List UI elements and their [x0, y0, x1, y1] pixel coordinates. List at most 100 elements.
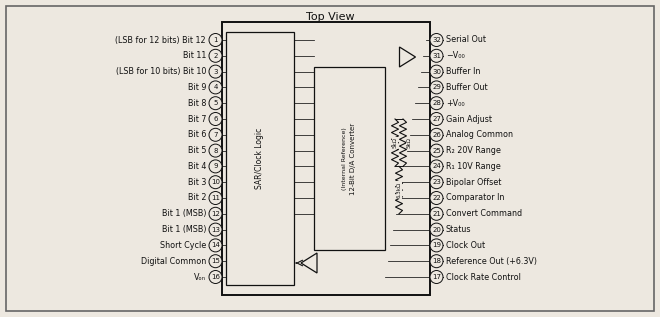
- Text: Status: Status: [446, 225, 471, 234]
- Text: Convert Command: Convert Command: [446, 209, 522, 218]
- Text: Bit 2: Bit 2: [187, 193, 206, 203]
- Text: Bit 5: Bit 5: [187, 146, 206, 155]
- Circle shape: [209, 128, 222, 141]
- Text: 11: 11: [211, 195, 220, 201]
- Circle shape: [209, 223, 222, 236]
- Text: 17: 17: [432, 274, 441, 280]
- Circle shape: [430, 144, 443, 157]
- Circle shape: [430, 255, 443, 268]
- Text: Vₒₙ: Vₒₙ: [194, 273, 206, 281]
- Text: Gain Adjust: Gain Adjust: [446, 114, 492, 124]
- Text: 9: 9: [213, 163, 218, 169]
- Circle shape: [209, 65, 222, 78]
- Bar: [222, 22, 430, 295]
- Text: 27: 27: [432, 116, 441, 122]
- Text: 5kΩ: 5kΩ: [407, 137, 411, 148]
- Circle shape: [209, 49, 222, 62]
- Text: Bit 1 (MSB): Bit 1 (MSB): [162, 225, 206, 234]
- Text: Bit 11: Bit 11: [183, 51, 206, 60]
- Circle shape: [209, 34, 222, 47]
- Text: 5kΩ: 5kΩ: [393, 137, 397, 148]
- Text: 26: 26: [432, 132, 441, 138]
- Text: 23: 23: [432, 179, 441, 185]
- Text: Buffer In: Buffer In: [446, 67, 480, 76]
- Text: Reference Out (+6.3V): Reference Out (+6.3V): [446, 257, 537, 266]
- Text: 3: 3: [213, 68, 218, 74]
- Circle shape: [430, 191, 443, 204]
- Circle shape: [430, 160, 443, 173]
- Text: 30: 30: [432, 68, 441, 74]
- Text: SAR/Clock Logic: SAR/Clock Logic: [255, 128, 265, 189]
- Circle shape: [430, 49, 443, 62]
- Text: Analog Common: Analog Common: [446, 130, 513, 139]
- Text: 19: 19: [432, 243, 441, 249]
- Text: 12: 12: [211, 211, 220, 217]
- Text: Bit 1 (MSB): Bit 1 (MSB): [162, 209, 206, 218]
- Text: Bit 9: Bit 9: [187, 83, 206, 92]
- Circle shape: [430, 128, 443, 141]
- Text: 8: 8: [213, 148, 218, 154]
- Circle shape: [430, 223, 443, 236]
- Text: Short Cycle: Short Cycle: [160, 241, 206, 250]
- Text: Comparator In: Comparator In: [446, 193, 504, 203]
- Circle shape: [430, 34, 443, 47]
- Text: Bit 6: Bit 6: [187, 130, 206, 139]
- Circle shape: [209, 160, 222, 173]
- Text: Clock Rate Control: Clock Rate Control: [446, 273, 521, 281]
- Text: 6: 6: [213, 116, 218, 122]
- Text: 13: 13: [211, 227, 220, 233]
- Text: 25: 25: [432, 148, 441, 154]
- Circle shape: [209, 97, 222, 110]
- Bar: [314, 67, 385, 250]
- Text: Top View: Top View: [306, 12, 354, 22]
- Text: 24: 24: [432, 163, 441, 169]
- Circle shape: [430, 113, 443, 126]
- Circle shape: [430, 97, 443, 110]
- Text: Bit 4: Bit 4: [187, 162, 206, 171]
- Text: Buffer Out: Buffer Out: [446, 83, 488, 92]
- Text: 14: 14: [211, 243, 220, 249]
- Text: 22: 22: [432, 195, 441, 201]
- Text: 28: 28: [432, 100, 441, 106]
- Text: (LSB for 12 bits) Bit 12: (LSB for 12 bits) Bit 12: [115, 36, 206, 44]
- Text: Bit 7: Bit 7: [187, 114, 206, 124]
- Text: 2: 2: [213, 53, 218, 59]
- Text: 16: 16: [211, 274, 220, 280]
- Text: −V₀₀: −V₀₀: [446, 51, 465, 60]
- Text: 4: 4: [213, 84, 218, 90]
- Text: 15: 15: [211, 258, 220, 264]
- Circle shape: [430, 270, 443, 283]
- Text: Serial Out: Serial Out: [446, 36, 486, 44]
- Text: +V₀₀: +V₀₀: [446, 99, 465, 108]
- Circle shape: [430, 239, 443, 252]
- Circle shape: [430, 81, 443, 94]
- Circle shape: [430, 65, 443, 78]
- Text: 7: 7: [213, 132, 218, 138]
- Circle shape: [209, 113, 222, 126]
- Text: Bipolar Offset: Bipolar Offset: [446, 178, 502, 187]
- Text: 5: 5: [213, 100, 218, 106]
- Text: Clock Out: Clock Out: [446, 241, 485, 250]
- Text: 6.3kΩ: 6.3kΩ: [397, 182, 401, 198]
- Circle shape: [209, 207, 222, 220]
- Circle shape: [209, 81, 222, 94]
- Text: 31: 31: [432, 53, 441, 59]
- Text: R₁ 10V Range: R₁ 10V Range: [446, 162, 501, 171]
- Circle shape: [209, 239, 222, 252]
- Text: 12-Bit D/A Converter: 12-Bit D/A Converter: [350, 122, 356, 195]
- Text: (LSB for 10 bits) Bit 10: (LSB for 10 bits) Bit 10: [115, 67, 206, 76]
- Text: Bit 3: Bit 3: [187, 178, 206, 187]
- Circle shape: [209, 270, 222, 283]
- Circle shape: [209, 144, 222, 157]
- Text: 29: 29: [432, 84, 441, 90]
- Circle shape: [209, 176, 222, 189]
- Text: 10: 10: [211, 179, 220, 185]
- Text: Bit 8: Bit 8: [187, 99, 206, 108]
- Circle shape: [209, 255, 222, 268]
- Bar: [226, 32, 294, 285]
- Text: Digital Common: Digital Common: [141, 257, 206, 266]
- Text: 21: 21: [432, 211, 441, 217]
- Circle shape: [430, 176, 443, 189]
- Text: (Internal Reference): (Internal Reference): [342, 127, 347, 190]
- Text: R₂ 20V Range: R₂ 20V Range: [446, 146, 501, 155]
